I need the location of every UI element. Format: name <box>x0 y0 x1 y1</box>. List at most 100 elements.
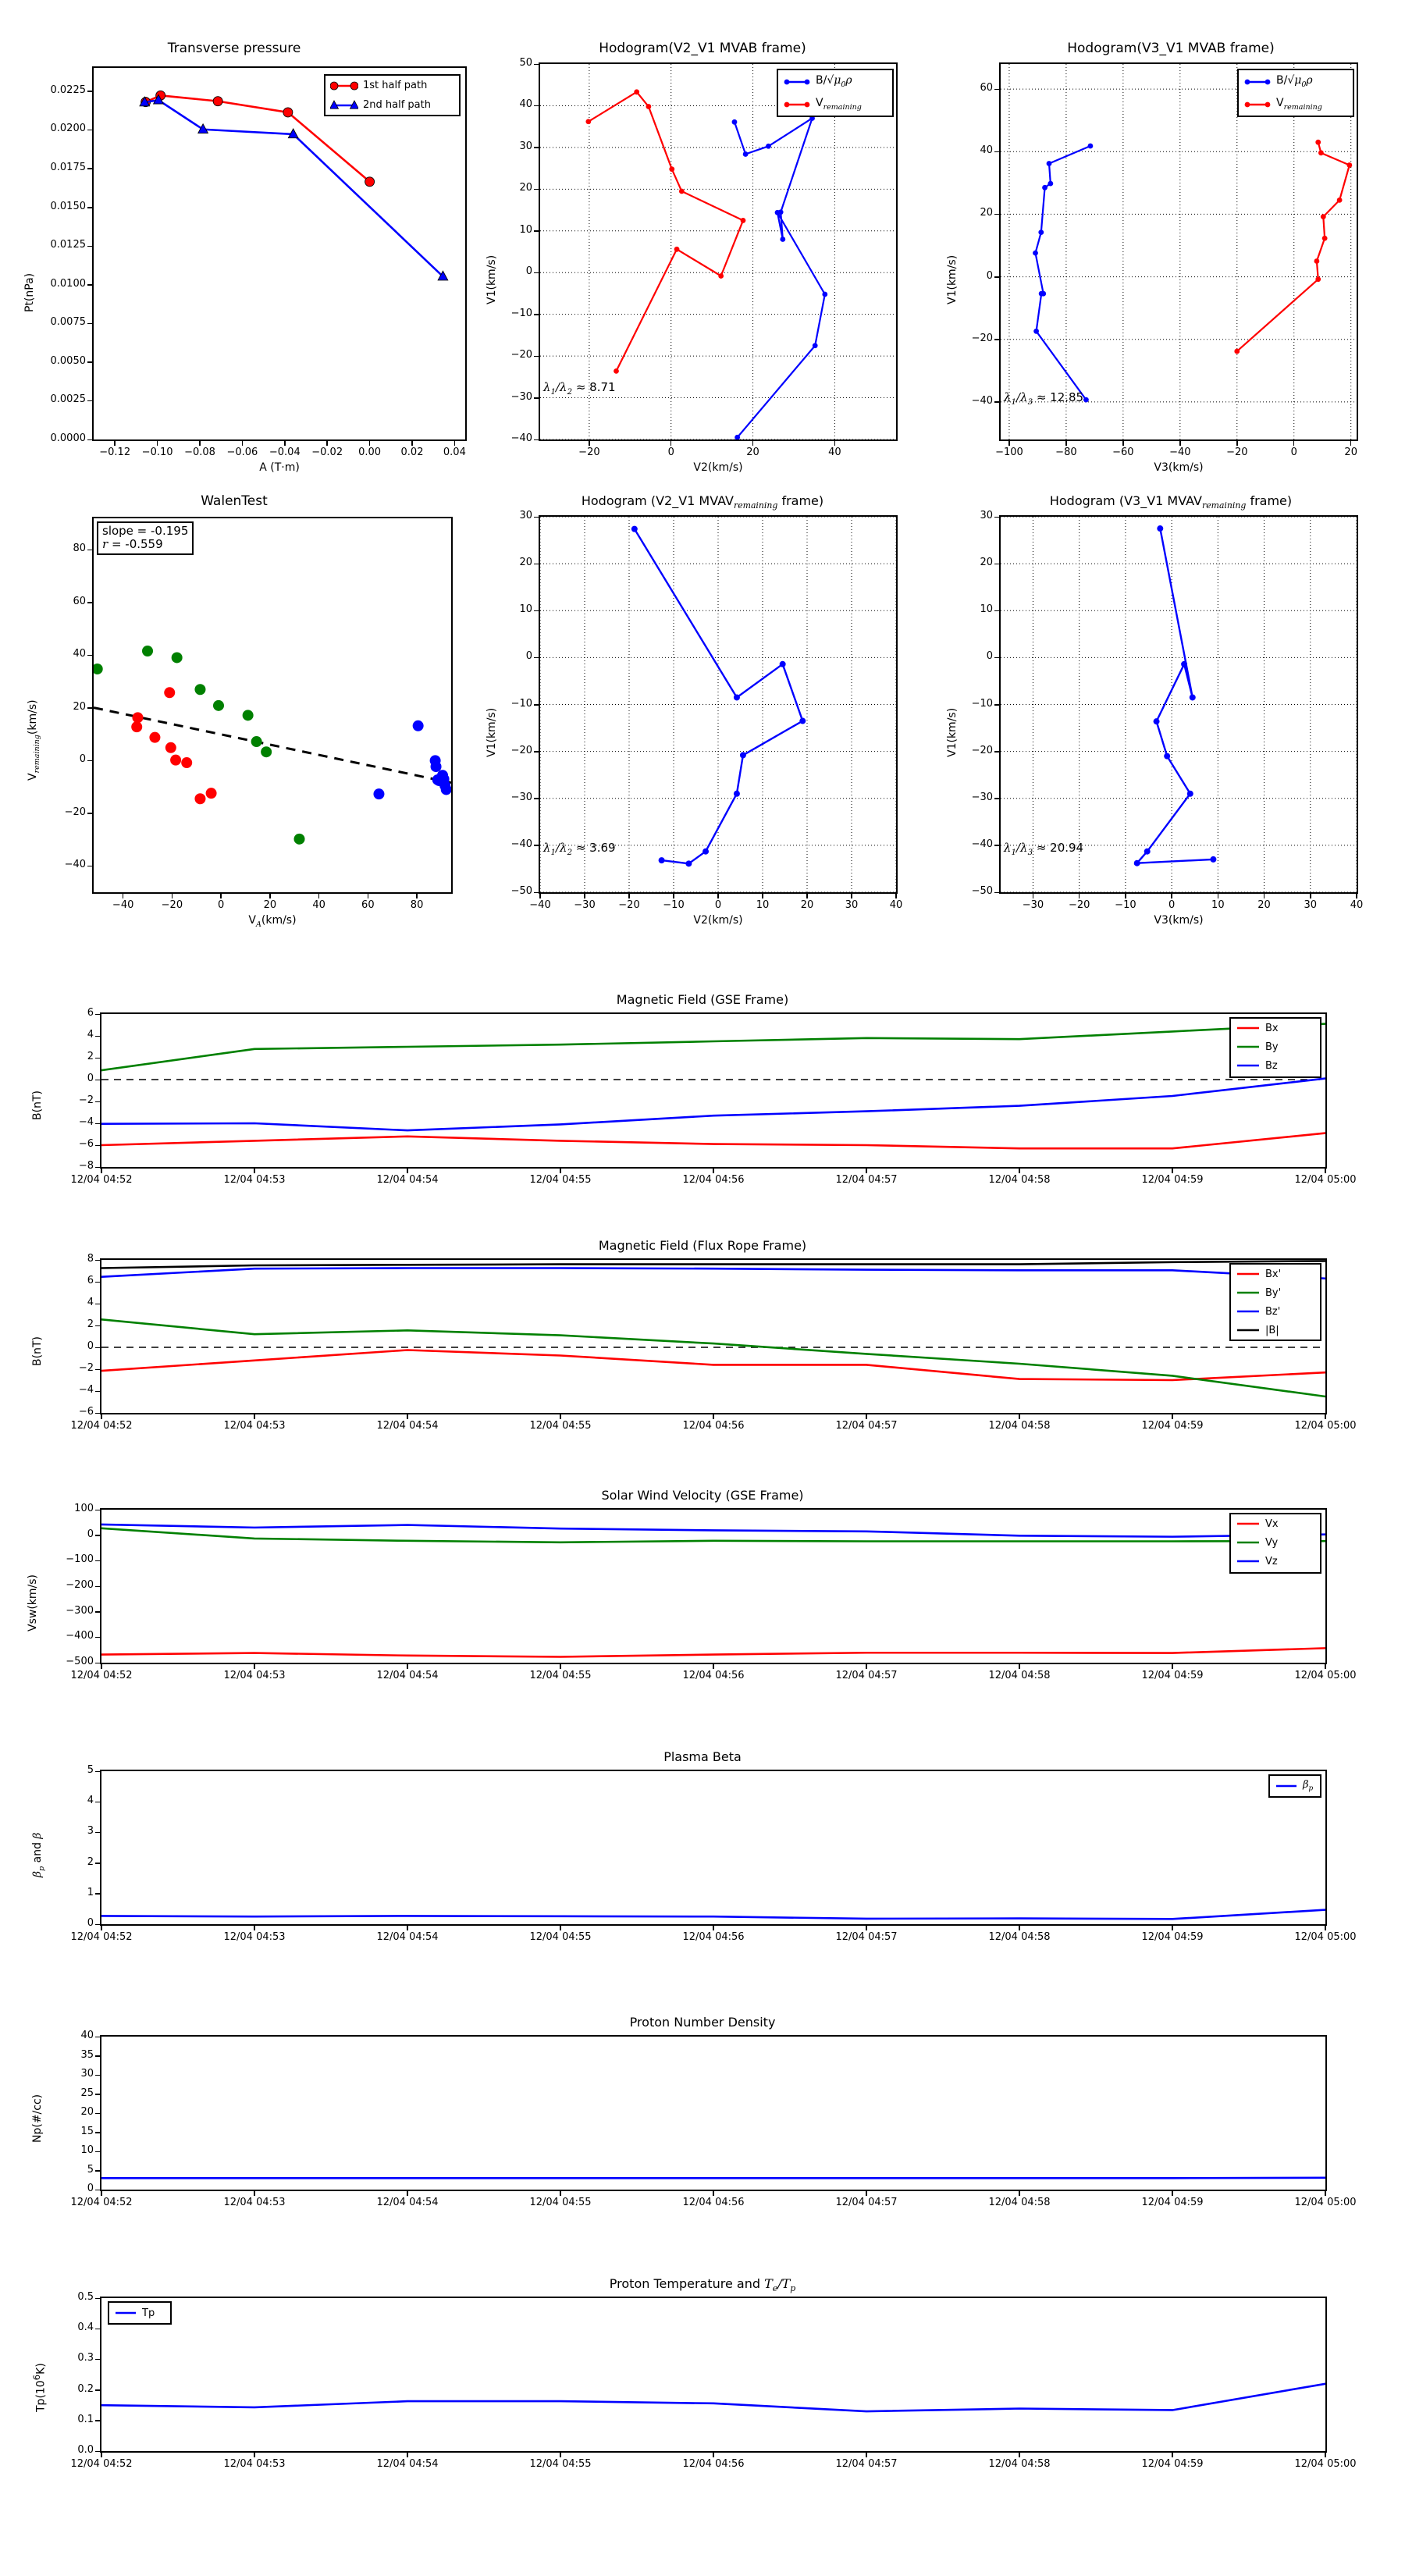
series-line-By <box>101 1023 1325 1072</box>
data-point <box>779 660 786 667</box>
transverse-pressure-panel-title: Transverse pressure <box>167 41 301 56</box>
data-point <box>774 209 781 215</box>
y-axis-tick-mark <box>87 91 92 92</box>
x-axis-tick-label: 12/04 04:52 <box>70 2458 133 2470</box>
y-axis-tick-mark <box>534 516 539 518</box>
x-axis-tick-mark <box>1172 2453 1173 2457</box>
x-axis-tick-mark <box>713 2453 714 2457</box>
y-axis-tick-mark <box>994 891 999 893</box>
x-axis-tick-mark <box>114 441 116 446</box>
y-axis-tick-mark <box>87 760 92 762</box>
magnetic-field-gse-panel: Magnetic Field (GSE Frame) −8 −6 −4 −2 0 2 4 6 12… <box>0 972 1405 1206</box>
hodogram-v3v1-mvav-panel-title: Hodogram (V3_V1 MVAVremaining frame) <box>1049 493 1293 511</box>
y-axis-tick-mark <box>95 2328 100 2330</box>
hodogram-v2v1-mvab-panel-canvas <box>540 64 896 439</box>
x-axis-tick-label: −20 <box>1068 899 1090 911</box>
legend-item: 2nd half path <box>325 95 459 115</box>
y-axis-tick-label: 4 <box>87 1795 94 1807</box>
y-axis-tick-mark <box>95 1325 100 1326</box>
x-axis-tick-label: 12/04 04:54 <box>376 1420 439 1432</box>
y-axis-tick-label: 20 <box>519 182 532 194</box>
data-point <box>1153 718 1160 725</box>
legend-label: Tp <box>142 2307 155 2319</box>
x-axis-tick-label: 12/04 04:53 <box>223 1174 286 1186</box>
magnetic-field-flux-rope-panel-y-axis-label: B(nT) <box>31 1336 44 1366</box>
x-axis-tick-label: 20 <box>746 447 759 458</box>
x-axis-tick-label: 20 <box>800 899 814 911</box>
x-axis-tick-mark <box>752 441 754 446</box>
hodogram-v2v1-mvab-panel-x-axis-label: V2(km/s) <box>693 461 743 474</box>
x-axis-tick-label: −30 <box>574 899 596 911</box>
x-axis-tick-mark <box>1019 2191 1020 2196</box>
y-axis-tick-mark <box>994 563 999 565</box>
y-axis-tick-mark <box>95 1013 100 1015</box>
legend-swatch-1 <box>1237 1045 1259 1048</box>
data-point <box>181 757 193 769</box>
y-axis-tick-label: 35 <box>80 2048 94 2061</box>
y-axis-tick-label: 0.4 <box>77 2322 94 2334</box>
x-axis-tick-label: 12/04 05:00 <box>1294 2197 1357 2208</box>
data-point <box>212 699 224 711</box>
y-axis-tick-label: 0.0150 <box>50 200 87 212</box>
y-axis-tick-label: 100 <box>74 1503 94 1514</box>
y-axis-tick-mark <box>87 813 92 814</box>
data-point <box>631 525 638 532</box>
y-axis-tick-label: −20 <box>971 332 993 344</box>
x-axis-tick-mark <box>866 1169 867 1173</box>
x-axis-tick-mark <box>1078 894 1080 898</box>
y-axis-tick-mark <box>534 656 539 659</box>
x-axis-tick-label: 12/04 04:52 <box>70 1670 133 1681</box>
data-point <box>152 94 165 105</box>
y-axis-tick-mark <box>534 845 539 846</box>
legend-swatch-0 <box>1237 1272 1259 1276</box>
data-point <box>1048 180 1054 187</box>
data-point <box>1315 276 1321 283</box>
y-axis-tick-label: 5 <box>87 1764 94 1776</box>
legend-label: Vremaining <box>816 97 862 112</box>
data-point <box>1186 790 1193 797</box>
series-line-2nd half path <box>143 98 444 278</box>
y-axis-tick-label: 0.1 <box>77 2413 94 2425</box>
x-axis-tick-label: −0.02 <box>311 447 343 458</box>
x-axis-tick-label: 20 <box>1344 447 1357 458</box>
hodogram-v3v1-mvab-panel-title: Hodogram(V3_V1 MVAB frame) <box>1067 41 1275 56</box>
y-axis-tick-mark <box>534 610 539 612</box>
x-axis-tick-mark <box>1125 894 1126 898</box>
x-axis-tick-mark <box>101 2453 102 2457</box>
y-axis-tick-mark <box>534 891 539 893</box>
x-axis-tick-mark <box>1019 2453 1020 2457</box>
x-axis-tick-label: 10 <box>756 899 770 911</box>
series-line-B/√μ₀ρ <box>733 117 826 439</box>
plasma-beta-panel: Plasma Beta 0 1 2 3 4 5 12/04 04:52 12/04 04:53 1… <box>0 1729 1405 1963</box>
x-axis-tick-mark <box>1032 894 1034 898</box>
hodogram-v3v1-mvav-panel-x-axis-label: V3(km/s) <box>1154 914 1204 927</box>
x-axis-tick-label: 12/04 04:59 <box>1141 1174 1204 1186</box>
magnetic-field-flux-rope-panel-title: Magnetic Field (Flux Rope Frame) <box>598 1238 807 1253</box>
x-axis-tick-mark <box>254 1926 255 1930</box>
data-point <box>1314 258 1320 264</box>
solar-wind-velocity-panel-y-axis-label: Vsw(km/s) <box>27 1574 39 1631</box>
y-axis-tick-mark <box>95 2074 100 2076</box>
x-axis-tick-mark <box>407 2191 408 2196</box>
x-axis-tick-label: 12/04 04:53 <box>223 2458 286 2470</box>
x-axis-tick-label: 12/04 04:58 <box>988 1931 1051 1943</box>
y-axis-tick-mark <box>534 439 539 440</box>
y-axis-tick-label: 8 <box>87 1253 94 1265</box>
x-axis-tick-mark <box>1019 1414 1020 1419</box>
y-axis-tick-label: −40 <box>971 838 993 850</box>
walen-test-panel-x-axis-label: VA(km/s) <box>248 914 297 929</box>
y-axis-tick-mark <box>534 314 539 315</box>
y-axis-tick-label: 30 <box>980 510 993 521</box>
x-axis-tick-mark <box>560 1169 561 1173</box>
y-axis-tick-label: 0.0 <box>77 2444 94 2456</box>
x-axis-tick-mark <box>834 441 836 446</box>
plasma-beta-panel-y-axis-label: βp and β <box>31 1832 46 1877</box>
y-axis-tick-mark <box>87 602 92 603</box>
legend-label: |B| <box>1265 1324 1279 1336</box>
y-axis-tick-label: 0 <box>525 265 532 278</box>
x-axis-tick-mark <box>866 1926 867 1930</box>
data-point <box>1144 848 1151 855</box>
x-axis-tick-mark <box>866 1414 867 1419</box>
x-axis-tick-label: 80 <box>410 899 424 911</box>
data-point <box>165 742 176 753</box>
